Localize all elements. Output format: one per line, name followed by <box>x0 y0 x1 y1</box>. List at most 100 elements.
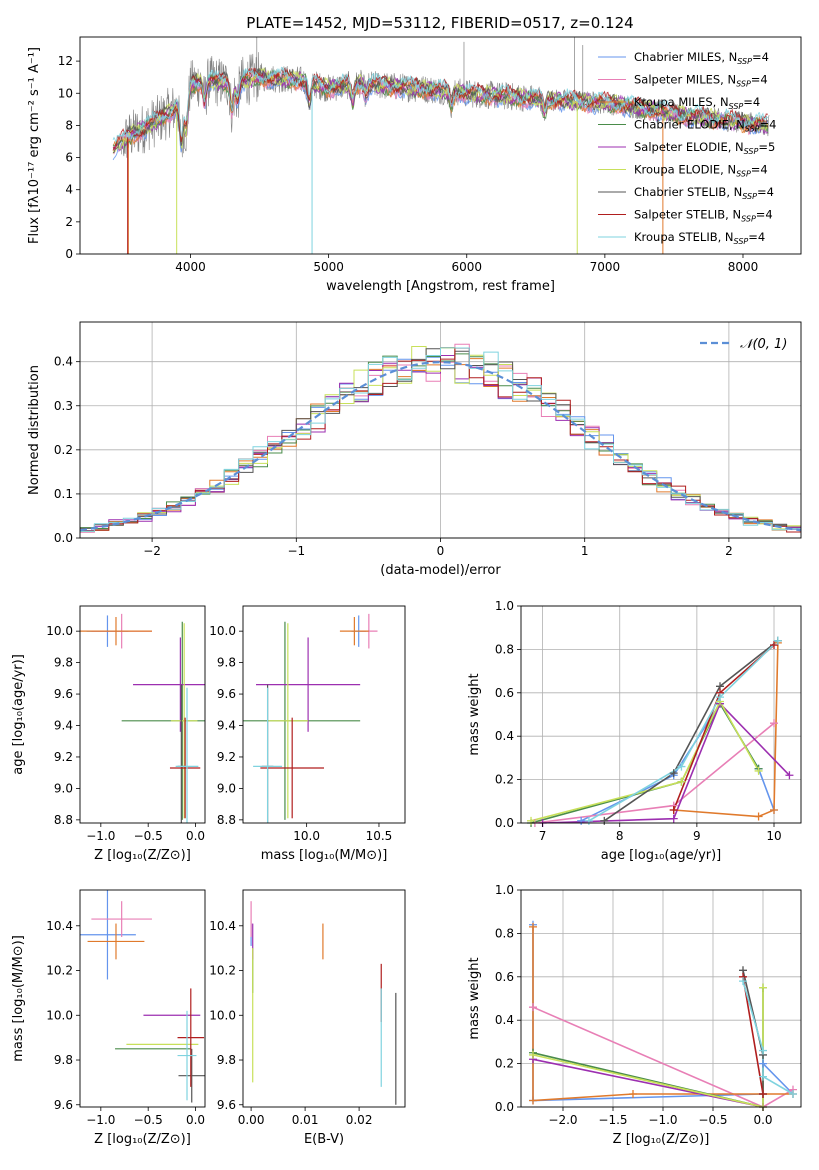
x-tick-label: −1 <box>287 544 305 558</box>
histogram-salpeter_stelib <box>80 347 801 533</box>
series-kroupa_stelib <box>588 640 779 822</box>
legend-label: Chabrier STELIB, NSSP=4 <box>634 185 774 201</box>
x-tick-label: −1.5 <box>598 1113 627 1127</box>
x-tick-label: −0.5 <box>698 1113 727 1127</box>
marker-kroupa_stelib <box>789 1089 797 1098</box>
axes-frame <box>520 605 802 824</box>
series-salpeter_stelib <box>672 644 775 811</box>
plot-area <box>112 37 770 254</box>
y-tick-label: 8 <box>65 118 73 132</box>
axes-frame <box>79 889 206 1108</box>
y-tick-label: 6 <box>65 151 73 165</box>
marker-salpeter_miles <box>529 1003 537 1012</box>
y-tick-label: 10.0 <box>46 1008 73 1022</box>
x-tick-label: 5000 <box>313 260 344 274</box>
x-tick-label: −0.5 <box>134 1113 163 1127</box>
y-tick-label: 0.0 <box>495 816 514 830</box>
y-tick-label: 10.0 <box>209 624 236 638</box>
marker-kroupa_elodie <box>677 777 686 786</box>
y-tick-label: 9.6 <box>217 1098 236 1112</box>
x-axis-label: age [log₁₀(age/yr)] <box>601 848 722 863</box>
marker-salpeter_elodie <box>785 771 794 780</box>
y-axis-label: age [log₁₀(age/yr)] <box>11 654 26 775</box>
marker-kroupa_miles <box>754 812 763 821</box>
marker-chabrier_stelib <box>669 769 678 778</box>
y-tick-label: 10.2 <box>209 964 236 978</box>
y-tick-label: 9.8 <box>54 1053 73 1067</box>
y-tick-label: 0.1 <box>54 487 73 501</box>
marker-kroupa_miles <box>529 1096 537 1105</box>
y-axis-label: mass [log₁₀(M/M⊙)] <box>11 935 26 1062</box>
x-axis-label: wavelength [Angstrom, rest frame] <box>326 279 555 294</box>
y-tick-label: 8.8 <box>54 813 73 827</box>
y-tick-label: 8.8 <box>217 813 236 827</box>
y-tick-label: 9.6 <box>54 687 73 701</box>
legend-label: 𝒩(0, 1) <box>740 337 787 352</box>
x-tick-label: 7000 <box>590 260 621 274</box>
axes-frame <box>79 605 206 824</box>
series-salpeter_miles <box>532 1006 794 1107</box>
x-tick-label: 7 <box>539 829 547 843</box>
series-kroupa_elodie <box>530 699 760 822</box>
y-tick-label: 9.4 <box>54 719 73 733</box>
axes-frame <box>242 889 406 1108</box>
y-tick-label: 10.2 <box>46 964 73 978</box>
y-tick-label: 0 <box>65 247 73 261</box>
y-tick-label: 9.8 <box>217 656 236 670</box>
axes-age_vs_mass: 10.0 10.5 8.8 9.0 9.2 9.4 9.6 9.8 10.0 mass [log₁… <box>209 605 406 863</box>
axes-residuals: −2 −1 0 1 2 0.0 0.1 0.2 0.3 0.4 (data-model)/error… <box>27 321 802 578</box>
marker-chabrier_miles <box>577 816 586 825</box>
plot-area <box>80 890 205 1103</box>
legend-label: Kroupa ELODIE, NSSP=4 <box>634 163 768 179</box>
axes-age_vs_Z: −1.0 −0.5 0.0 8.8 9.0 9.2 9.4 9.6 9.8 10.0 Z [log₁… <box>11 605 206 863</box>
x-tick-label: 8 <box>616 829 624 843</box>
y-axis-label: Flux [fλ10⁻¹⁷ erg cm⁻² s⁻¹ A⁻¹] <box>27 47 42 244</box>
y-tick-label: 0.6 <box>495 970 514 984</box>
y-tick-label: 10.0 <box>46 624 73 638</box>
marker-kroupa_elodie <box>527 816 536 825</box>
y-tick-label: 1.0 <box>495 599 514 613</box>
legend-label: Salpeter MILES, NSSP=4 <box>634 73 768 89</box>
y-tick-label: 10.4 <box>209 919 236 933</box>
x-tick-label: 10.0 <box>293 829 320 843</box>
x-tick-label: −1.0 <box>86 829 115 843</box>
y-tick-label: 9.2 <box>217 750 236 764</box>
marker-kroupa_stelib <box>759 1046 767 1055</box>
marker-kroupa_miles <box>529 922 537 931</box>
marker-kroupa_stelib <box>759 1072 767 1081</box>
marker-kroupa_miles <box>629 1089 637 1098</box>
y-axis-label: mass weight <box>467 673 482 755</box>
y-tick-label: 0.2 <box>54 443 73 457</box>
marker-kroupa_stelib <box>739 977 747 986</box>
series-chabrier_stelib <box>603 640 779 822</box>
y-tick-label: 9.8 <box>54 656 73 670</box>
series-chabrier_elodie <box>532 987 764 1107</box>
x-axis-label: Z [log₁₀(Z/Z⊙)] <box>94 1132 191 1147</box>
axes-frame <box>79 36 802 255</box>
y-tick-label: 0.3 <box>54 399 73 413</box>
legend-label: Chabrier MILES, NSSP=4 <box>634 50 769 66</box>
y-tick-label: 0.8 <box>495 642 514 656</box>
x-tick-label: −1.0 <box>86 1113 115 1127</box>
x-tick-label: −2 <box>143 544 161 558</box>
marker-kroupa_elodie <box>529 1050 537 1059</box>
y-tick-label: 2 <box>65 215 73 229</box>
normal-curve <box>80 360 801 532</box>
x-tick-label: 0 <box>437 544 445 558</box>
axes-frame <box>242 605 406 824</box>
marker-kroupa_stelib <box>716 693 725 702</box>
x-tick-label: −0.5 <box>134 829 163 843</box>
x-axis-label: Z [log₁₀(Z/Z⊙)] <box>613 1132 710 1147</box>
y-tick-label: 0.0 <box>54 531 73 545</box>
legend-label: Chabrier ELODIE, NSSP=4 <box>634 118 776 134</box>
y-tick-label: 9.4 <box>217 719 236 733</box>
axes-mass_vs_EBV: 0.00 0.01 0.02 9.6 9.8 10.0 10.2 10.4 E(B-V) <box>209 889 406 1147</box>
y-tick-label: 9.0 <box>217 781 236 795</box>
series-kroupa_elodie <box>532 987 764 1107</box>
x-tick-label: 0.02 <box>346 1113 373 1127</box>
y-tick-label: 9.8 <box>217 1053 236 1067</box>
y-tick-label: 0.0 <box>495 1100 514 1114</box>
x-tick-label: 0.0 <box>186 1113 205 1127</box>
axes-mass_vs_Z: −1.0 −0.5 0.0 9.6 9.8 10.0 10.2 10.4 Z [log₁₀(Z/… <box>11 889 206 1147</box>
